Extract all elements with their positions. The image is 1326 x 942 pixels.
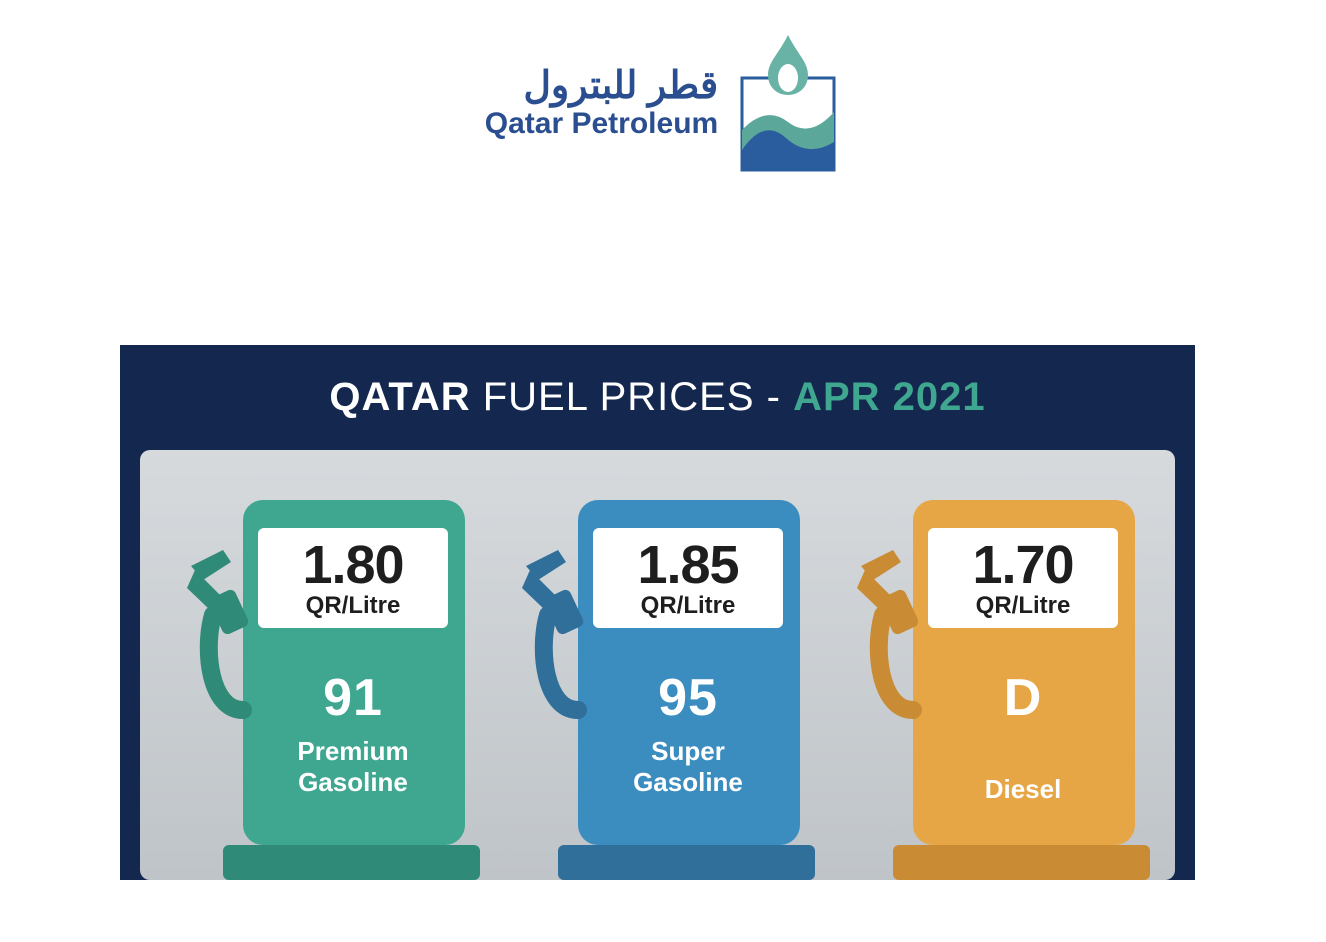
- price-unit: QR/Litre: [928, 594, 1118, 618]
- logo-arabic: قطر للبترول: [485, 67, 718, 105]
- pump-content: 1.70 QR/Litre D Diesel: [913, 500, 1133, 880]
- fuel-grade: D: [913, 668, 1133, 728]
- price-panel: QATAR FUEL PRICES - APR 2021: [120, 345, 1195, 880]
- price-unit: QR/Litre: [593, 594, 783, 618]
- fuel-name-line1: Premium: [297, 736, 408, 766]
- price-box: 1.80 QR/Litre: [258, 528, 448, 628]
- title-rest: FUEL PRICES -: [471, 375, 793, 419]
- pump-premium: 1.80 QR/Litre 91 Premium Gasoline: [165, 500, 480, 880]
- fuel-grade: 91: [243, 668, 463, 728]
- fuel-name: Premium Gasoline: [243, 736, 463, 798]
- fuel-name: Super Gasoline: [578, 736, 798, 798]
- title-strong: QATAR: [329, 375, 470, 419]
- panel-title: QATAR FUEL PRICES - APR 2021: [329, 375, 985, 420]
- logo-mark-icon: [736, 30, 841, 175]
- fuel-name: Diesel: [913, 774, 1133, 805]
- fuel-name-line2: Gasoline: [243, 767, 463, 798]
- pump-content: 1.85 QR/Litre 95 Super Gasoline: [578, 500, 798, 880]
- fuel-name-line2: Gasoline: [578, 767, 798, 798]
- pump-content: 1.80 QR/Litre 91 Premium Gasoline: [243, 500, 463, 880]
- logo-english: Qatar Petroleum: [485, 109, 718, 139]
- company-logo: قطر للبترول Qatar Petroleum: [485, 30, 841, 175]
- pump-super: 1.85 QR/Litre 95 Super Gasoline: [500, 500, 815, 880]
- price-box: 1.85 QR/Litre: [593, 528, 783, 628]
- logo-area: قطر للبترول Qatar Petroleum: [0, 0, 1326, 175]
- price-unit: QR/Litre: [258, 594, 448, 618]
- fuel-name-line1: Diesel: [985, 774, 1062, 804]
- title-date: APR 2021: [793, 375, 986, 419]
- fuel-grade: 95: [578, 668, 798, 728]
- panel-header: QATAR FUEL PRICES - APR 2021: [120, 345, 1195, 450]
- logo-text: قطر للبترول Qatar Petroleum: [485, 67, 718, 139]
- fuel-name-line1: Super: [651, 736, 725, 766]
- price-value: 1.85: [593, 538, 783, 592]
- panel-body: 1.80 QR/Litre 91 Premium Gasoline: [140, 450, 1175, 880]
- price-value: 1.80: [258, 538, 448, 592]
- price-box: 1.70 QR/Litre: [928, 528, 1118, 628]
- price-value: 1.70: [928, 538, 1118, 592]
- pump-diesel: 1.70 QR/Litre D Diesel: [835, 500, 1150, 880]
